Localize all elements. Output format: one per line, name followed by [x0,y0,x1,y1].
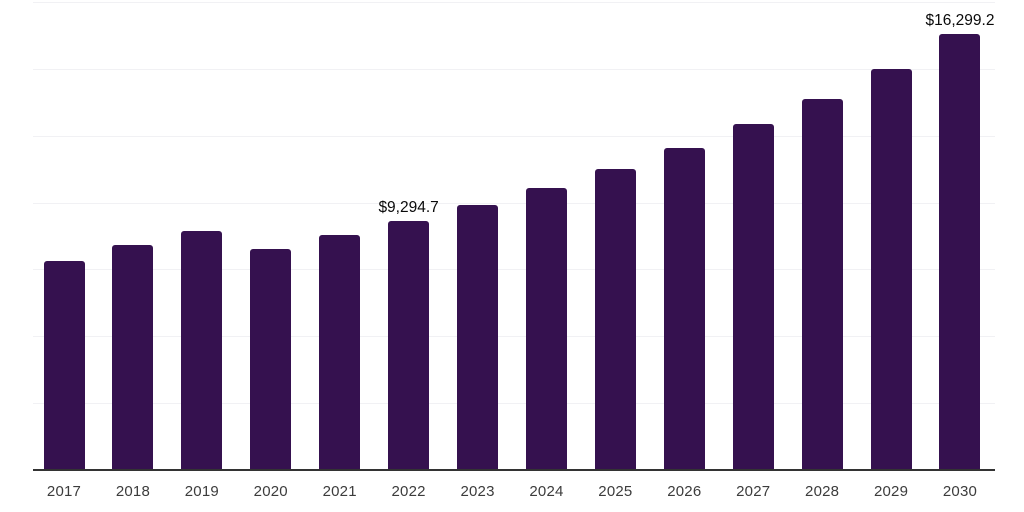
x-tick-label-2017: 2017 [46,483,82,500]
x-tick-label-2023: 2023 [460,483,495,500]
bar-2026 [663,148,705,470]
gridline [33,135,995,137]
gridline [33,403,995,405]
bar-2027 [732,123,774,470]
gridline [33,336,995,338]
x-tick-label-2026: 2026 [667,483,702,500]
x-tick-label-2030: 2030 [942,483,978,500]
x-tick-label-2025: 2025 [598,483,633,500]
gridline [33,269,995,271]
bar-2021 [319,234,361,470]
x-axis-line [33,469,995,471]
gridline [33,202,995,204]
x-tick-label-2020: 2020 [253,483,288,500]
gridline [33,68,995,70]
bar-value-label-2030: $16,299.2 [925,12,995,30]
bar-2025 [594,169,636,470]
bar-2024 [525,187,567,470]
x-tick-label-2027: 2027 [736,483,771,500]
bar-2022 [388,221,430,470]
bar-2017 [43,260,85,470]
bar-2023 [457,204,499,470]
bar-2029 [870,68,912,470]
x-tick-label-2028: 2028 [805,483,840,500]
x-tick-label-2024: 2024 [529,483,564,500]
bar-2028 [801,98,843,470]
x-tick-label-2029: 2029 [873,483,909,500]
x-tick-label-2018: 2018 [115,483,150,500]
x-tick-label-2021: 2021 [322,483,357,500]
x-tick-label-2019: 2019 [184,483,219,500]
bar-2018 [112,244,154,470]
bar-2020 [250,248,292,470]
gridline [33,2,995,3]
x-tick-label-2022: 2022 [391,483,426,500]
bar-2019 [181,230,223,470]
bar-value-label-2022: $9,294.7 [378,199,439,217]
bar-2030 [939,34,981,470]
